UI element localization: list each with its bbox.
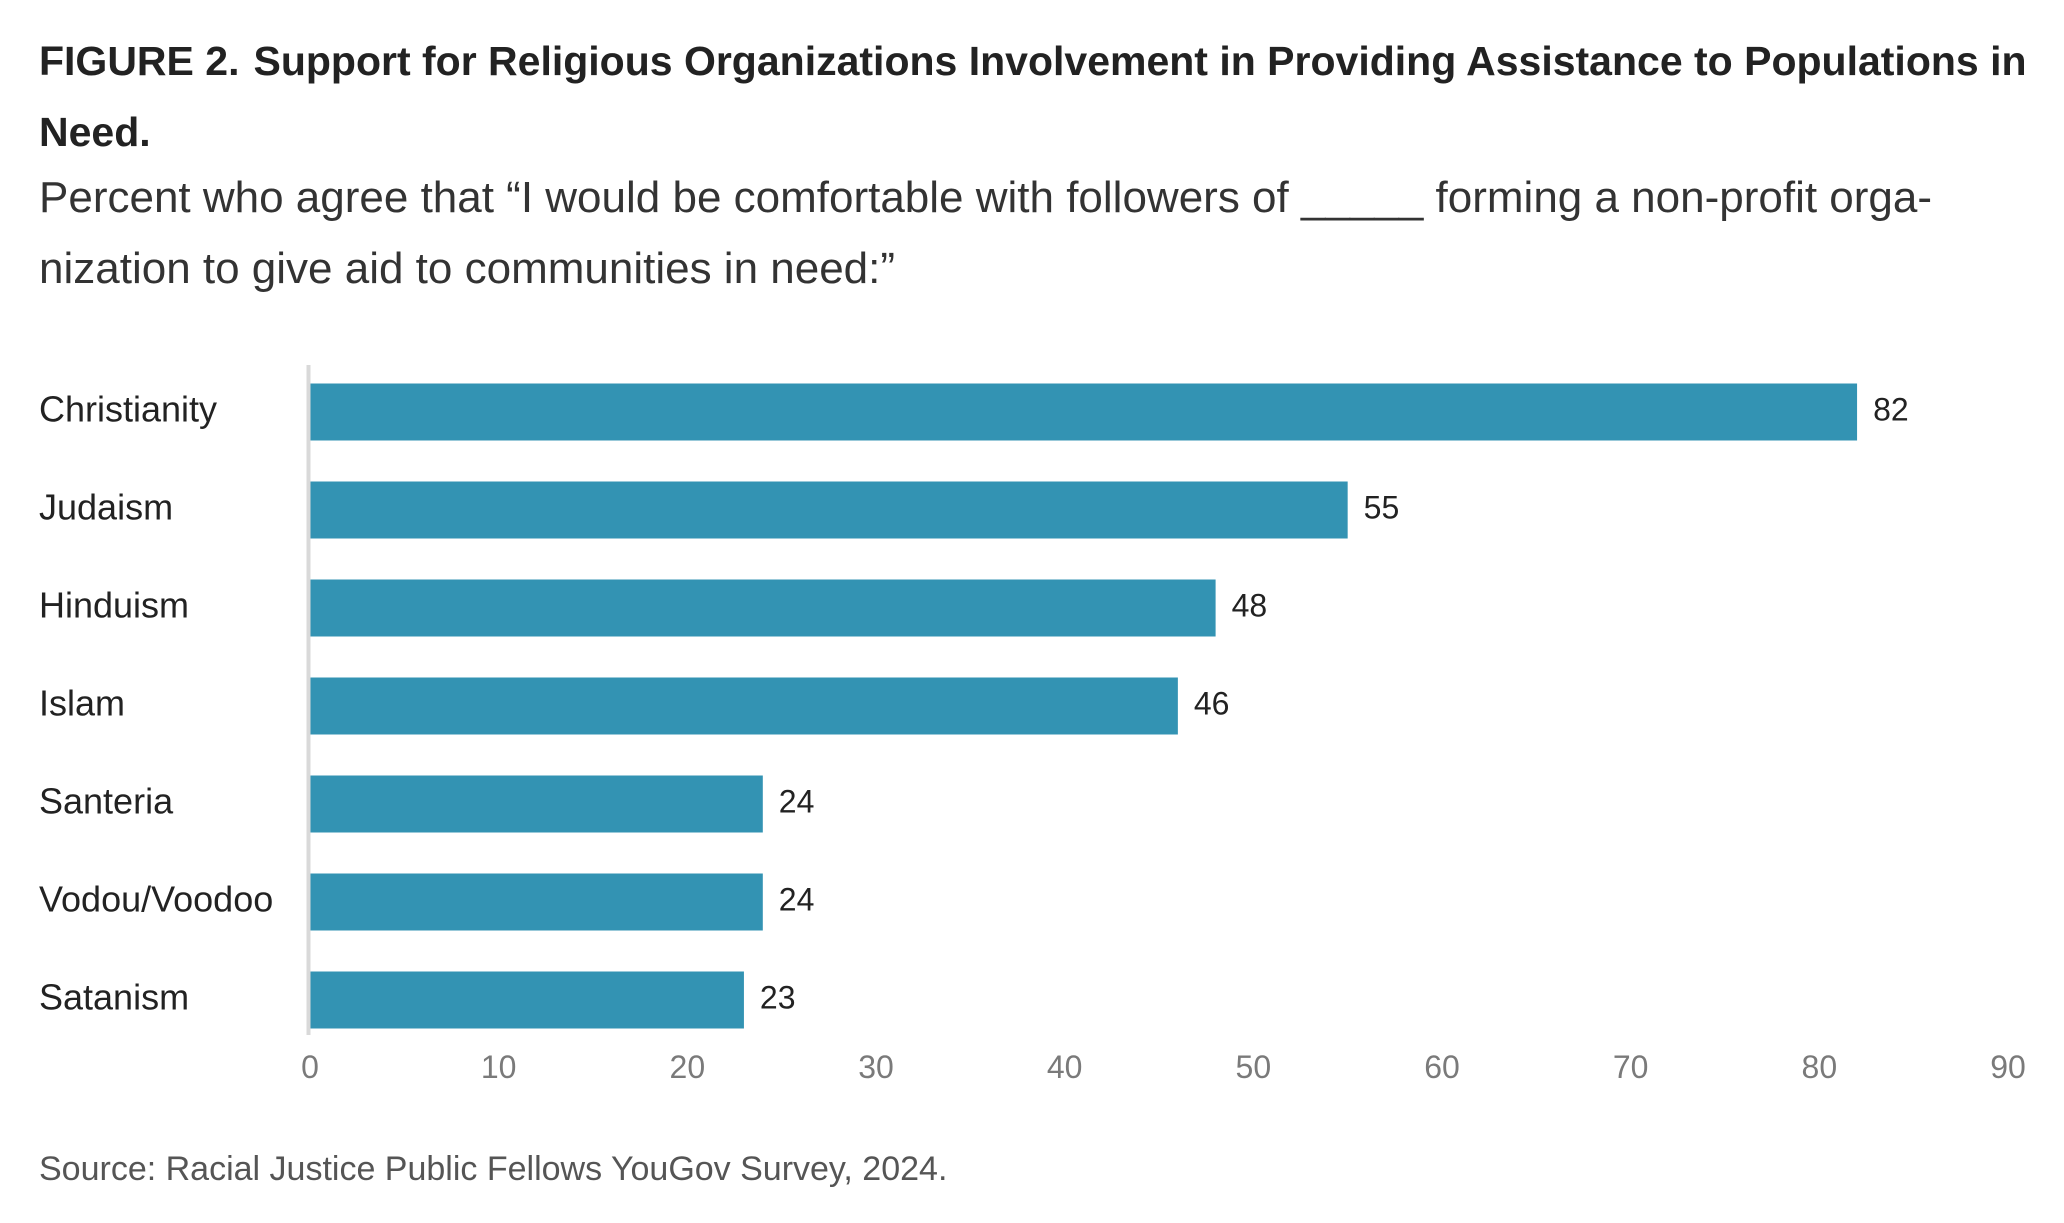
- chart-title: FIGURE 2. Support for Religious Organizat…: [39, 26, 2029, 168]
- x-tick-label-90: 90: [1990, 1049, 2026, 1085]
- bar-christianity: [310, 383, 1858, 441]
- category-label-islam: Islam: [39, 683, 125, 724]
- value-label-islam: 46: [1194, 685, 1230, 721]
- bar-vodou-voodoo: [310, 873, 763, 931]
- category-label-christianity: Christianity: [39, 389, 217, 430]
- x-tick-label-70: 70: [1613, 1049, 1649, 1085]
- bar-hinduism: [310, 579, 1216, 637]
- bar-islam: [310, 677, 1178, 735]
- figure-title-text: Support for Religious Organizations Invo…: [39, 38, 2027, 155]
- value-label-satanism: 23: [760, 979, 796, 1015]
- bar-judaism: [310, 481, 1348, 539]
- x-tick-label-80: 80: [1802, 1049, 1838, 1085]
- value-label-judaism: 55: [1364, 489, 1400, 525]
- bar-satanism: [310, 971, 744, 1029]
- source-note: Source: Racial Justice Public Fellows Yo…: [39, 1150, 948, 1188]
- bars-layer: [310, 383, 1858, 1029]
- chart-subtitle: Percent who agree that “I would be comfo…: [39, 173, 1933, 293]
- category-labels: Christianity Judaism Hinduism Islam Santeria…: [39, 389, 273, 1018]
- category-label-judaism: Judaism: [39, 487, 173, 528]
- x-tick-label-30: 30: [858, 1049, 894, 1085]
- x-tick-label-20: 20: [670, 1049, 706, 1085]
- value-label-vodou-voodoo: 24: [779, 881, 815, 917]
- category-label-satanism: Satanism: [39, 977, 189, 1018]
- figure-number: FIGURE 2.: [39, 38, 240, 84]
- value-label-christianity: 82: [1873, 391, 1909, 427]
- x-tick-label-40: 40: [1047, 1049, 1083, 1085]
- x-tick-label-10: 10: [481, 1049, 517, 1085]
- category-label-vodou-voodoo: Vodou/Voodoo: [39, 879, 273, 920]
- x-tick-label-50: 50: [1236, 1049, 1272, 1085]
- bar-chart: Christianity Judaism Hinduism Islam Santeria…: [39, 365, 2026, 1085]
- category-label-santeria: Santeria: [39, 781, 174, 822]
- x-tick-label-60: 60: [1424, 1049, 1460, 1085]
- x-axis-ticks: 0 10 20 30 40 50 60 70 80 90: [301, 1049, 2026, 1085]
- bar-santeria: [310, 775, 763, 833]
- value-labels: 82 55 48 46 24 24 23: [760, 391, 1909, 1015]
- x-tick-label-0: 0: [301, 1049, 319, 1085]
- value-label-hinduism: 48: [1232, 587, 1268, 623]
- category-label-hinduism: Hinduism: [39, 585, 189, 626]
- value-label-santeria: 24: [779, 783, 815, 819]
